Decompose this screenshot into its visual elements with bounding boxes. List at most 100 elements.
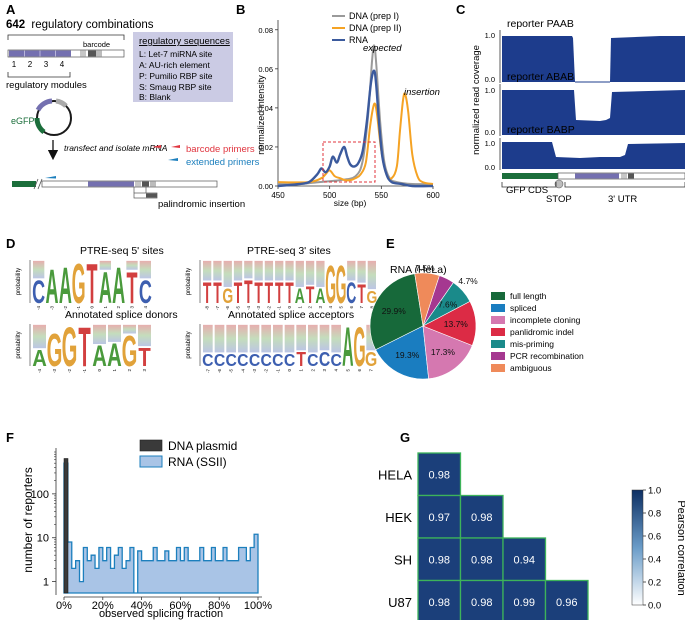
d-logo-stack (33, 324, 46, 349)
d-logo-letter: G (47, 323, 63, 376)
d-logo-stack (249, 324, 260, 353)
f-bars (63, 458, 259, 594)
d-logo-pos: 7 (359, 306, 364, 309)
d-logo-letter: A (295, 284, 305, 308)
g-cell (502, 537, 547, 582)
d-logo-letter: C (202, 350, 213, 370)
d-logo-pos: 0 (90, 306, 95, 309)
module-num-1: 1 (12, 60, 17, 69)
f-ylabel: number of reporters (21, 467, 35, 572)
d-logo-stack (226, 324, 236, 353)
d-logo-stack (126, 260, 138, 270)
d-logo-pos: -1 (275, 369, 280, 373)
d-logo-letter: G (366, 287, 377, 307)
panel-g: G HELA 0.98 HEK 0.97 0.98 SH 0.98 0.98 0.94 U87 0.… (378, 430, 685, 620)
d-logo-letter: T (87, 252, 98, 315)
d-logo-stack (139, 260, 151, 279)
d-logo-pos: 1 (297, 306, 302, 309)
d-logo-letter: A (107, 337, 122, 373)
c-track-title: reporter PAAB (507, 18, 574, 30)
d-logo-stack (275, 260, 284, 281)
e-pie-slice (422, 325, 473, 380)
f-ytick-label: 1 (43, 577, 49, 589)
c-stop-label: STOP (546, 194, 572, 205)
f-xlabel: observed splicing fraction (99, 608, 223, 620)
e-pie-slice (369, 273, 424, 351)
c-utr-label: 3' UTR (608, 194, 637, 205)
e-title: RNA (HeLa) (390, 264, 447, 276)
c-ytick: 0.0 (485, 128, 495, 137)
b-highlight-box (322, 141, 376, 183)
e-pie-label: 13.7% (444, 319, 469, 329)
panel-b-letter: B (236, 2, 245, 17)
e-pie-label: 29.9% (382, 306, 407, 316)
panel-d-letter: D (6, 236, 15, 251)
g-colorbar-ticks: 1.0 0.8 0.6 0.4 0.2 0.0 (643, 486, 661, 612)
d-logo-pos: 2 (116, 306, 121, 309)
c-ytick: 0.0 (485, 75, 495, 84)
d-logo-pos: -3 (252, 369, 257, 373)
b-ytick-label: 0.00 (258, 182, 273, 191)
panel-a-letter: A (6, 2, 16, 17)
g-cell-value: 0.98 (471, 512, 492, 524)
d-logo-letter: T (357, 279, 365, 309)
d-logo-letter: G (222, 284, 233, 308)
d-logo-letter: C (330, 350, 341, 370)
d-logo-letter: G (325, 255, 336, 315)
g-row-label: SH (394, 552, 412, 567)
g-cell-value: 0.99 (514, 597, 535, 609)
d-logo-stack (203, 260, 212, 281)
d-logo-ylabel: probability (186, 331, 192, 358)
d-logo-pos: -6 (217, 369, 222, 373)
d-logo-pos: 4 (328, 306, 333, 309)
d-logo-stack (138, 324, 151, 347)
d-logo-pos: 1 (299, 369, 304, 372)
d-title: PTRE-seq 5' sites (80, 245, 164, 257)
d-logo-letter: A (99, 264, 112, 314)
d-logo-stack (296, 324, 306, 351)
panel-e: E RNA (HeLa) 29.9% 19.3% 17.3% 13.7% 7.6% 4.7… (369, 236, 584, 380)
d-logo-stack (214, 324, 225, 353)
e-legend-label: PCR recombination (510, 351, 584, 361)
barcode-end-block (96, 50, 102, 57)
d-title: Annotated splice acceptors (228, 309, 354, 321)
f-legend-label: RNA (SSII) (168, 455, 227, 469)
b-legend-label: DNA (prep II) (349, 23, 402, 33)
d-logo-pos: -5 (236, 306, 241, 310)
d-logo-pos: 5 (338, 306, 343, 309)
palindromic-insertion-label: palindromic insertion (158, 199, 245, 210)
g-cell-value: 0.94 (514, 554, 535, 566)
d-logo-pos: -2 (264, 369, 269, 373)
d-logo-pos: 0 (97, 369, 102, 372)
b-ticks: 450 500 550 600 0.00 0.02 0.04 0.06 0.08 (258, 26, 440, 200)
e-pie-label: 7.5% (415, 263, 435, 273)
g-cell (417, 494, 462, 539)
extended-primer-mark-right (168, 158, 178, 161)
d-logo-pos: 6 (357, 369, 362, 372)
mrna-egfp-block (12, 181, 36, 187)
f-dna-bar (63, 458, 69, 594)
g-colorbar (631, 489, 644, 606)
e-legend-label: full length (510, 291, 547, 301)
d-logo-pos: -2 (266, 306, 271, 310)
d-logo-pos: -3 (256, 306, 261, 310)
d-logo-letter: C (272, 350, 283, 370)
plasmid-egfp-arc (34, 117, 46, 135)
d-logo-letter: T (254, 276, 262, 309)
d-logo-letter: C (284, 350, 295, 370)
barcode-label: barcode (83, 40, 110, 49)
d-logo-stack (273, 324, 283, 353)
g-colorbar-label: Pearson correlation (675, 500, 685, 595)
d-logo-pos: -1 (76, 306, 81, 310)
g-row-label: HELA (378, 467, 412, 482)
g-cell-value: 0.96 (556, 597, 577, 609)
f-xtick-label: 100% (244, 600, 272, 612)
f-xtick-label: 0% (56, 600, 72, 612)
c-stop-marker (554, 179, 564, 189)
d-logo-pos: -6 (225, 306, 230, 310)
d-logo-pos: -3 (50, 306, 55, 310)
e-legend: full length spliced incomplete cloning panl… (491, 291, 584, 373)
f-ticks: 1 10 100 0% 20% 40% 60% 80% 100% (31, 451, 272, 612)
regseq-legend-item: S: Smaug RBP site (139, 82, 212, 92)
barcode-primers-label: barcode primers (186, 144, 255, 155)
